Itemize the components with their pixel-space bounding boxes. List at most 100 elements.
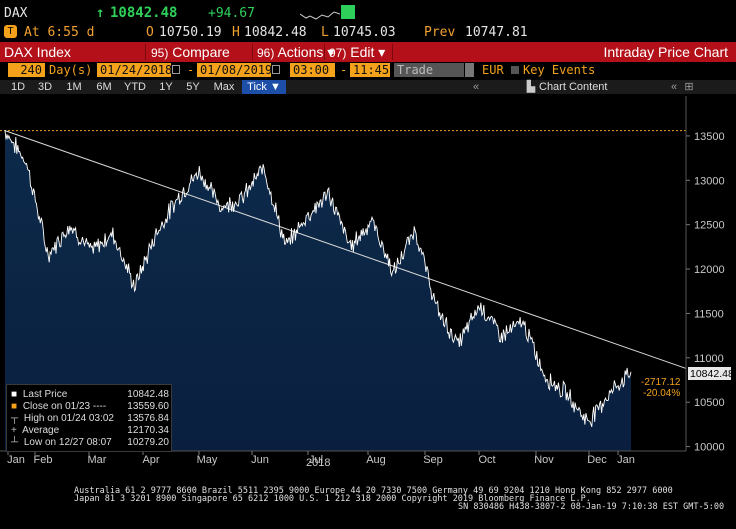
start-time-input[interactable]: 03:00 [290,63,335,77]
x-tick-label: Sep [423,454,443,466]
chevron-down-icon: ▾ [327,44,335,60]
currency-label[interactable]: EUR [482,63,504,77]
high-marker-icon: ┬ [11,413,19,424]
chart-content-icon[interactable]: ▙ [526,81,536,93]
open-value: 10750.19 [159,25,222,40]
average-marker-icon: + [11,425,17,436]
edit-button[interactable]: 97) Edit ▾ [329,43,385,61]
trend-line[interactable] [4,130,687,369]
ticker-symbol: DAX [4,6,28,21]
open-label: O [146,25,154,40]
legend-label: Last Price [22,389,68,400]
prev-value: 10747.81 [465,25,528,40]
add-icon[interactable]: ⊞ [684,81,694,93]
x-tick-label: Jan [7,454,25,466]
tab-6m[interactable]: 6M [96,81,112,93]
end-date-input[interactable]: 01/08/2019 [197,63,272,77]
low-label: L [321,25,329,40]
high-value: 10842.48 [244,25,307,40]
legend-label: High on 01/24 03:02 [23,413,114,424]
footer-contacts-line-2: Japan 81 3 3201 8900 Singapore 65 6212 1… [74,494,591,504]
low-marker-icon: ┴ [11,437,19,448]
chart-content-button[interactable]: Chart Content [539,81,608,93]
y-tick-label: 11500 [694,308,724,320]
x-tick-label: May [197,454,218,466]
y-tick-label: 11000 [694,353,724,365]
footer-session-line: SN 830486 H438-3807-2 08-Jan-19 7:10:38 … [458,502,725,512]
dropdown-arrow-icon[interactable] [465,63,474,77]
period-count-input[interactable]: 240 [8,63,45,77]
tab-1y[interactable]: 1Y [159,81,173,93]
x-tick-label: Jul [309,454,323,466]
y-tick-label: 13000 [694,175,725,187]
x-tick-label: Nov [534,454,554,466]
legend-row-high: ┬ High on 01/24 03:02 [11,413,114,424]
price-line [4,130,632,427]
last-price: 10842.48 [110,5,178,21]
square-icon: ■ [11,401,18,412]
x-tick-label: Apr [142,454,159,466]
sparkline-icon [300,11,340,20]
net-change: +94.67 [208,6,255,21]
x-tick-label: Jan [617,454,635,466]
divider [145,44,146,60]
legend-row-last-price: ■ Last Price [11,389,67,400]
price-chart[interactable]: 10000 10500 11000 11500 12000 12500 13000 13500… [0,96,736,467]
divider [392,44,393,60]
field-select[interactable]: Trade [394,63,464,77]
square-icon: ■ [11,389,18,400]
tab-1d[interactable]: 1D [10,81,26,93]
chart-legend[interactable]: ■ Last Price 10842.48 ■ Close on 01/23 -… [6,384,172,452]
tab-5y[interactable]: 5Y [186,81,200,93]
realtime-badge-icon: T [4,25,17,38]
y-tick-label: 12000 [694,264,725,276]
tab-ytd[interactable]: YTD [124,81,146,93]
range-tabs: 1D 3D 1M 6M YTD 1Y 5Y Max Tick ▼ « ▙ Cha… [0,80,736,94]
actions-label: Actions [277,44,324,60]
high-label: H [232,25,240,40]
last-price-tag [688,367,731,380]
legend-value: 10842.48 [127,389,169,400]
x-tick-label: Dec [587,454,607,466]
x-axis-year-label: 2018 [306,457,330,467]
legend-value: 10279.20 [127,437,169,448]
tab-max[interactable]: Max [213,81,235,93]
collapse-left-icon[interactable]: « [472,81,480,93]
actions-number: 96) [257,46,275,60]
collapse-right-icon[interactable]: « [670,81,678,93]
end-time-input[interactable]: 11:45 [350,63,390,77]
legend-row-low: ┴ Low on 12/27 08:07 [11,437,112,448]
legend-label: Low on 12/27 08:07 [23,437,112,448]
tab-3d[interactable]: 3D [37,81,53,93]
legend-value: 13559.60 [127,401,169,412]
period-unit-label: Day(s) [49,63,93,77]
tab-1m[interactable]: 1M [66,81,82,93]
start-date-input[interactable]: 01/24/2018 [97,63,172,77]
checkbox-icon[interactable] [511,66,519,74]
chevron-down-icon: ▾ [378,44,386,60]
legend-value: 12170.34 [127,425,169,436]
calendar-icon[interactable] [272,65,280,74]
tab-tick[interactable]: Tick ▼ [242,80,286,94]
calendar-icon[interactable] [172,65,180,74]
compare-number: 95) [151,46,169,60]
edit-label: Edit [350,44,375,60]
actions-button[interactable]: 96) Actions ▾ [257,43,334,61]
up-arrow-icon: ↑ [96,5,105,21]
legend-label: Average [22,425,60,436]
key-events-label[interactable]: Key Events [523,63,596,77]
footer: Australia 61 2 9777 8600 Brazil 5511 239… [0,485,736,529]
date-separator: - [187,63,195,77]
security-title[interactable]: DAX Index [4,44,71,60]
x-axis-ticks: Jan Feb Mar Apr May Jun Jul Aug Sep Oct Nov Dec Jan [7,451,635,466]
change-pct-tag: -20.04% [643,388,680,399]
x-tick-label: Feb [34,454,53,466]
x-tick-label: Oct [478,454,495,466]
y-tick-label: 10500 [694,397,725,409]
low-value: 10745.03 [333,25,396,40]
footer-contacts-line-1: Australia 61 2 9777 8600 Brazil 5511 239… [74,486,673,496]
y-tick-label: 10000 [694,442,725,454]
prev-label: Prev [424,25,456,40]
compare-button[interactable]: 95) Compare [151,43,230,61]
y-axis-ticks: 10000 10500 11000 11500 12000 12500 13000 13500 [686,131,725,454]
